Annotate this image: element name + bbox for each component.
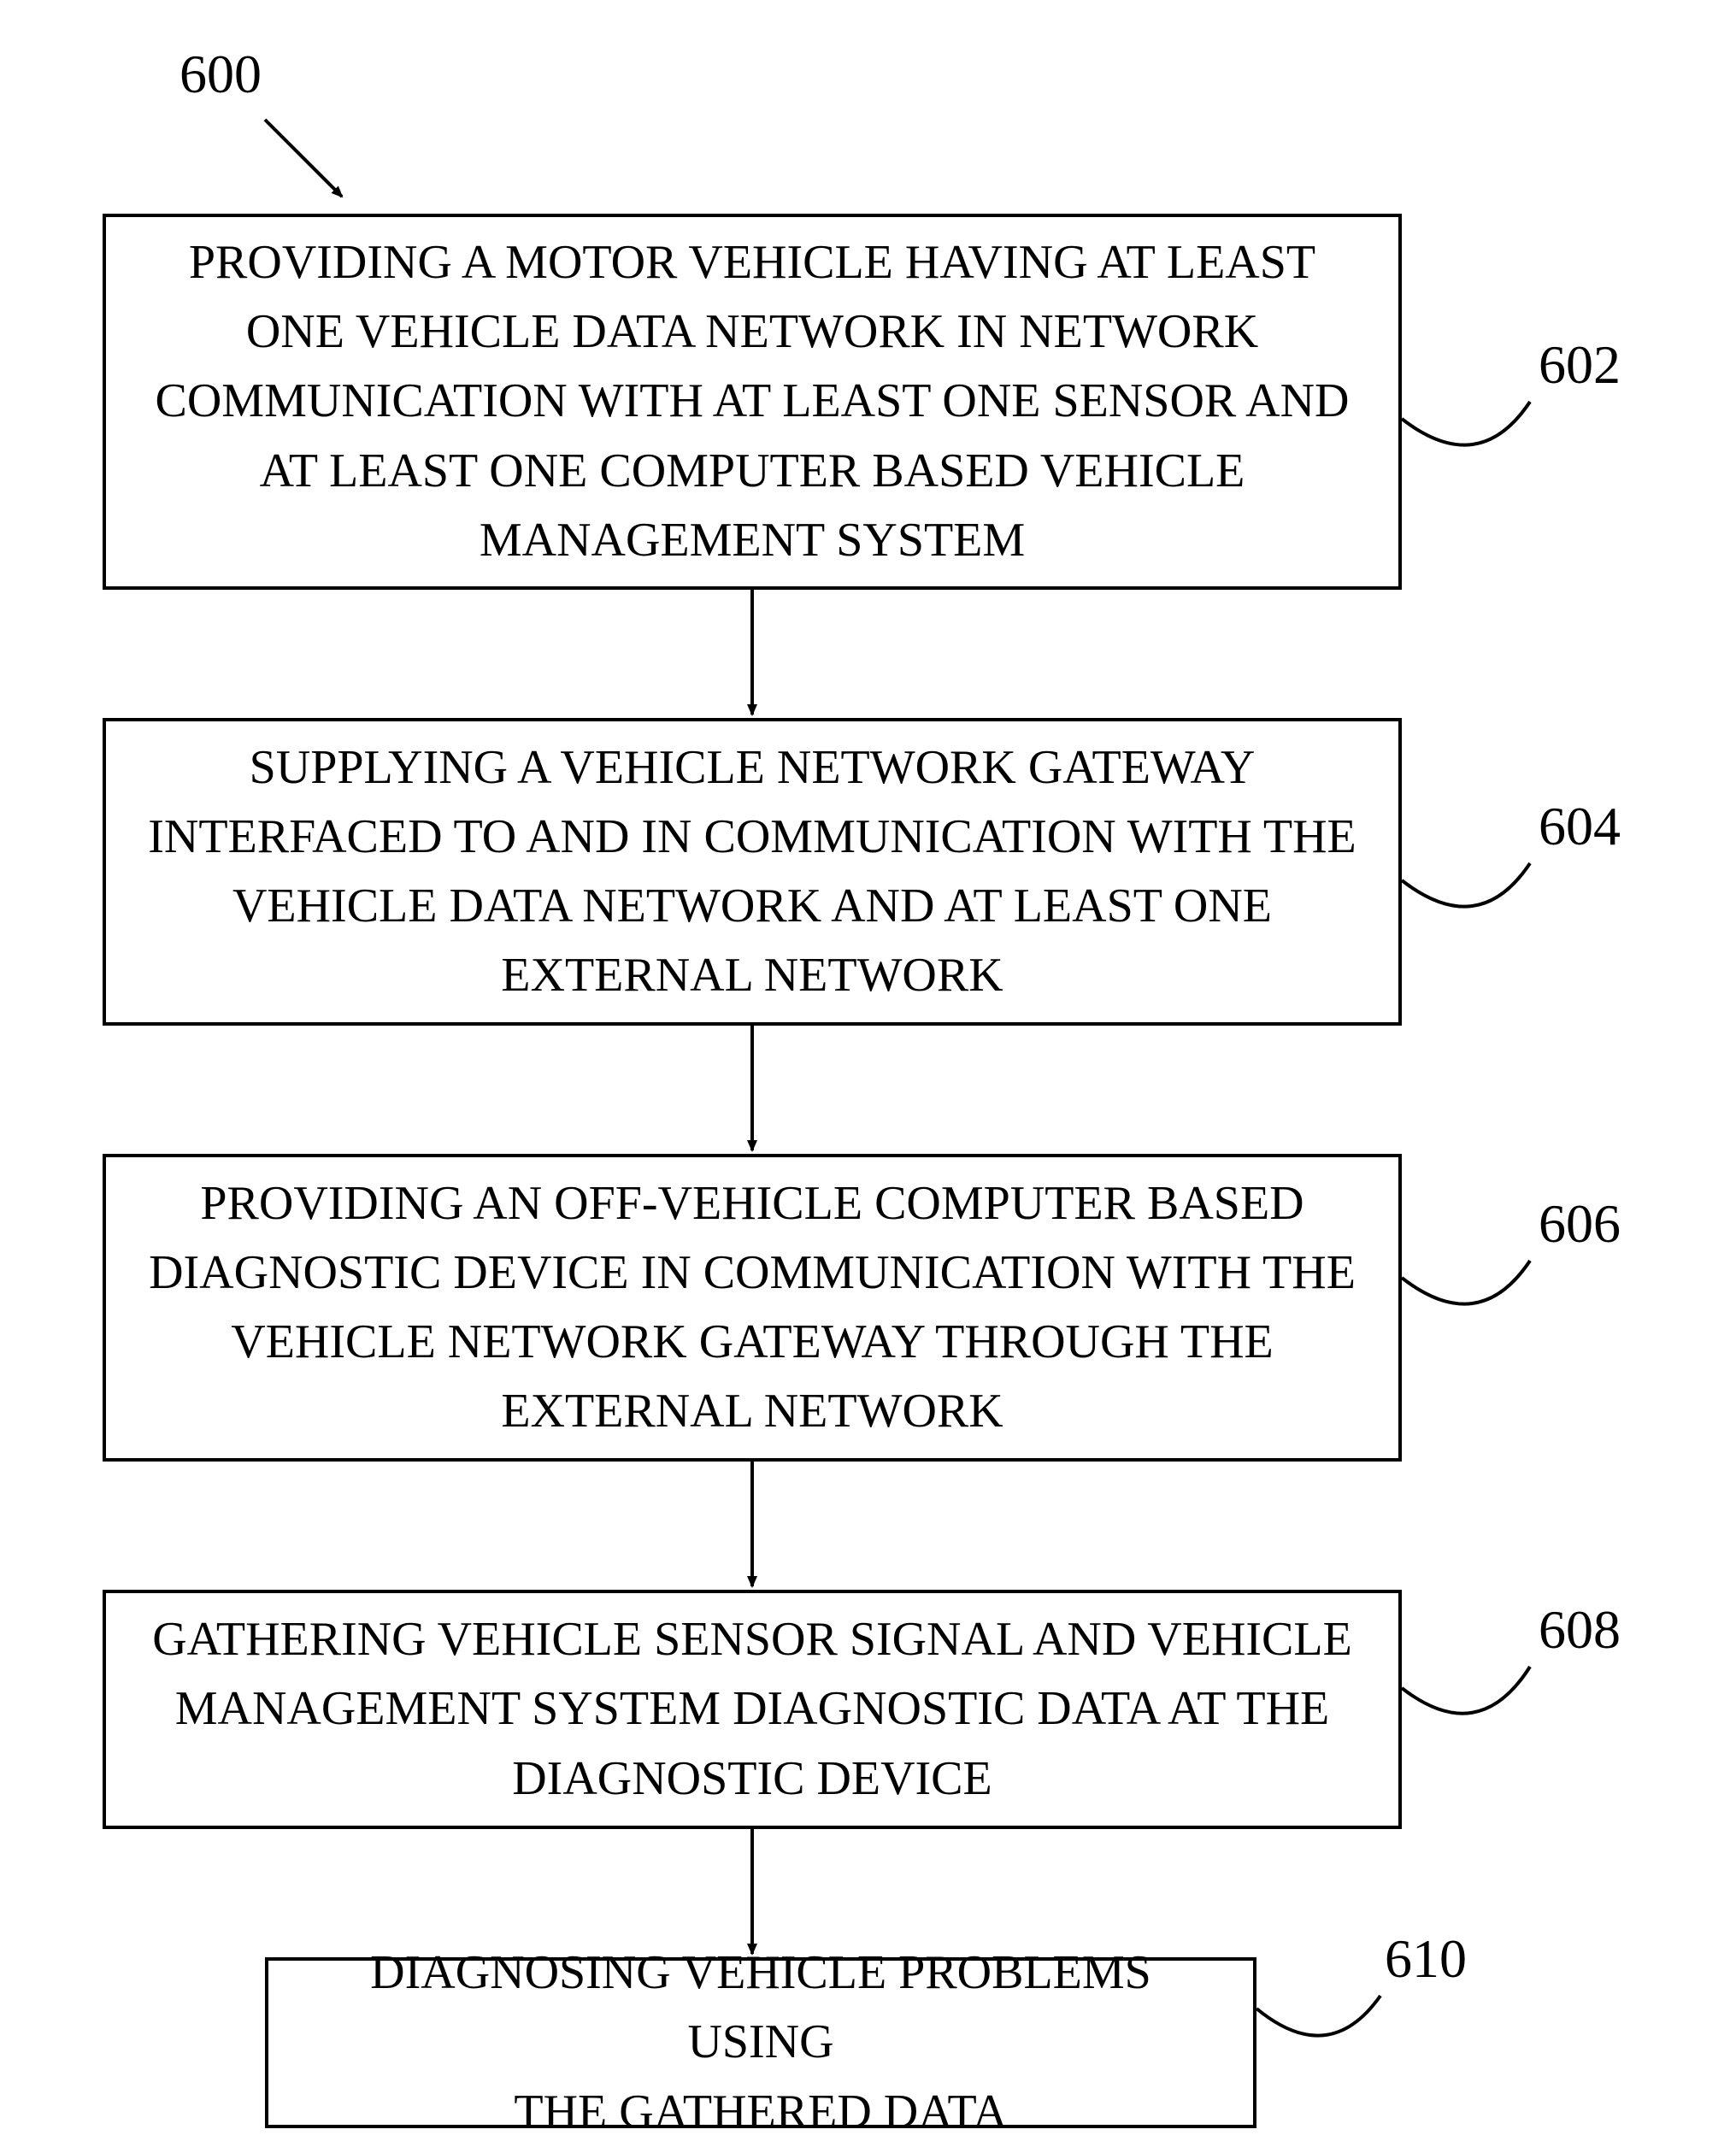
leader-line: [1402, 1261, 1530, 1304]
leader-line: [1256, 1996, 1380, 2036]
ref-label-602: 602: [1539, 333, 1621, 397]
flow-step-text: SUPPLYING A VEHICLE NETWORK GATEWAY INTE…: [122, 733, 1381, 1011]
flow-step-602: PROVIDING A MOTOR VEHICLE HAVING AT LEAS…: [103, 214, 1402, 590]
main-ref-arrow: [265, 120, 342, 197]
ref-label-608: 608: [1539, 1598, 1621, 1662]
flowchart-canvas: 600 PROVIDING A MOTOR VEHICLE HAVING AT …: [0, 0, 1736, 2143]
ref-label-610: 610: [1385, 1927, 1467, 1991]
ref-label-606: 606: [1539, 1192, 1621, 1256]
flow-step-604: SUPPLYING A VEHICLE NETWORK GATEWAY INTE…: [103, 718, 1402, 1026]
flow-step-text: PROVIDING AN OFF-VEHICLE COMPUTER BASED …: [123, 1169, 1381, 1447]
flow-step-text: DIAGNOSING VEHICLE PROBLEMS USING THE GA…: [268, 1938, 1253, 2147]
ref-label-604: 604: [1539, 795, 1621, 858]
flow-step-608: GATHERING VEHICLE SENSOR SIGNAL AND VEHI…: [103, 1590, 1402, 1829]
leader-line: [1402, 402, 1530, 445]
flow-step-610: DIAGNOSING VEHICLE PROBLEMS USING THE GA…: [265, 1957, 1256, 2128]
leader-line: [1402, 863, 1530, 907]
flow-step-text: GATHERING VEHICLE SENSOR SIGNAL AND VEHI…: [127, 1605, 1378, 1814]
leader-line: [1402, 1667, 1530, 1714]
flow-step-606: PROVIDING AN OFF-VEHICLE COMPUTER BASED …: [103, 1154, 1402, 1462]
flow-step-text: PROVIDING A MOTOR VEHICLE HAVING AT LEAS…: [130, 228, 1375, 575]
main-ref-label: 600: [179, 43, 262, 106]
